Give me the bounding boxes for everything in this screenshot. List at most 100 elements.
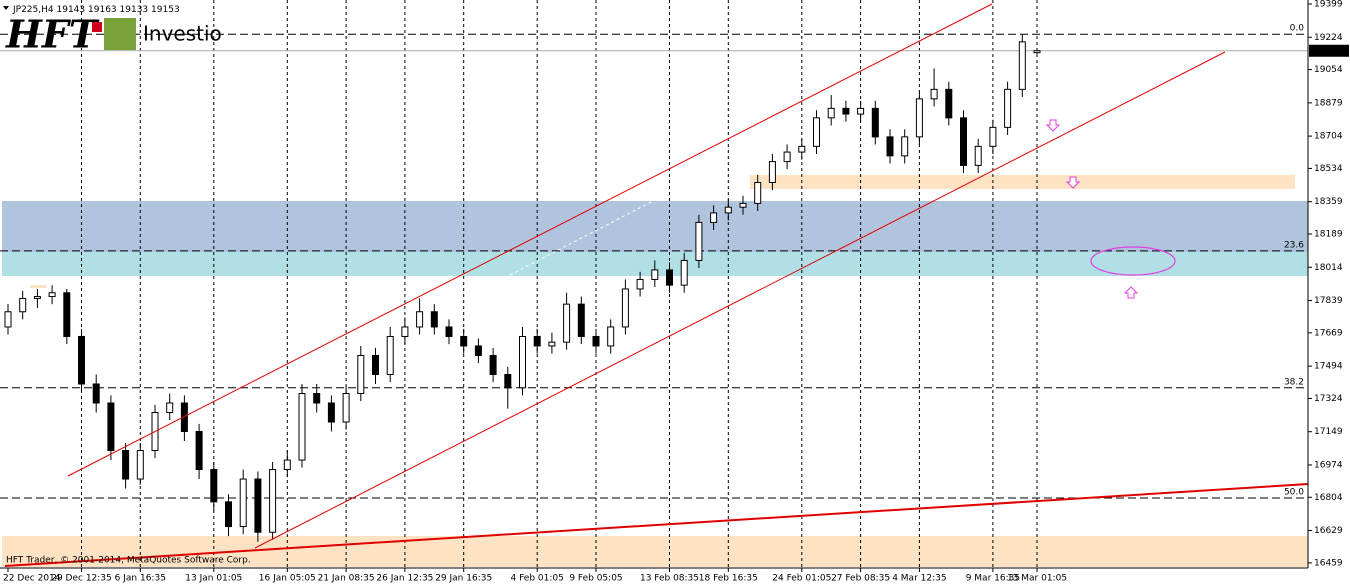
x-tick-label: 6 Jan 16:35 xyxy=(115,574,166,584)
candle-body xyxy=(180,402,188,433)
candle-body xyxy=(592,335,600,347)
y-tick-label: 18879 xyxy=(1314,98,1343,108)
y-tick-label: 18359 xyxy=(1314,197,1343,207)
candle-body xyxy=(607,326,615,347)
candle-body xyxy=(974,145,982,166)
candle-body xyxy=(254,478,262,533)
x-tick-label: 9 Mar 16:35 xyxy=(966,574,1020,584)
candle-body xyxy=(401,326,409,337)
grid: 0.0 23.6 38.2 50.0 xyxy=(0,0,1308,568)
candle-body xyxy=(666,269,673,286)
candle-body xyxy=(313,392,321,404)
x-tick-label: 16 Jan 05:05 xyxy=(259,574,316,584)
fib-label: 50.0 xyxy=(1284,488,1304,498)
candle-body xyxy=(842,107,850,115)
zone-orange xyxy=(750,175,1295,189)
candle-body xyxy=(754,181,762,204)
logo-square xyxy=(92,22,102,32)
ohlc-high: 19163 xyxy=(88,5,117,15)
candle-body xyxy=(342,392,350,423)
candle-body xyxy=(92,383,100,404)
candle-body xyxy=(19,297,27,313)
y-tick-label: 18189 xyxy=(1314,230,1343,240)
candle-body xyxy=(430,311,438,328)
y-tick-label: 17669 xyxy=(1314,328,1343,338)
candle-body xyxy=(739,202,747,208)
arrow-down xyxy=(1045,119,1061,132)
y-tick-label: 17494 xyxy=(1314,362,1343,372)
candle-body xyxy=(460,335,468,347)
candle-body xyxy=(563,303,571,343)
copyright: HFT Trader, © 2001-2014, MetaQuotes Soft… xyxy=(6,556,251,566)
zone-orange-small xyxy=(30,285,46,288)
x-tick-label: 22 Dec 2014 xyxy=(3,574,61,584)
candle-body xyxy=(930,88,938,100)
candle-body xyxy=(724,206,732,214)
candles xyxy=(4,34,1041,542)
candle-body xyxy=(48,292,56,298)
candle-body xyxy=(857,107,865,115)
candle-body xyxy=(915,98,923,138)
drawings xyxy=(4,3,1309,567)
fib-label: 38.2 xyxy=(1284,377,1304,387)
candle-body xyxy=(519,335,526,389)
x-tick-label: 13 Feb 08:35 xyxy=(640,574,699,584)
candle-body xyxy=(357,354,365,394)
x-tick-label: 13 Mar 01:05 xyxy=(1007,574,1067,584)
y-tick-label: 19224 xyxy=(1314,33,1343,43)
x-tick-label: 29 Jan 16:35 xyxy=(435,574,492,584)
arrow-down xyxy=(1065,176,1081,189)
candle-body xyxy=(695,221,703,261)
ohlc-low: 19133 xyxy=(120,5,149,15)
y-tick-label: 17149 xyxy=(1314,427,1343,437)
candle-body xyxy=(327,402,335,423)
x-tick-label: 18 Feb 16:35 xyxy=(699,574,758,584)
zone-blue xyxy=(2,201,1308,252)
candle-body xyxy=(1018,41,1026,90)
candle-body xyxy=(548,341,556,347)
x-tick-label: 21 Jan 08:35 xyxy=(318,574,375,584)
candle-body xyxy=(768,161,776,183)
candle-body xyxy=(813,117,820,147)
x-tick-label: 26 Jan 12:35 xyxy=(376,574,433,584)
candle-body xyxy=(827,107,835,119)
y-tick-label: 16629 xyxy=(1314,526,1343,536)
candle-body xyxy=(283,459,291,471)
candle-body xyxy=(269,469,277,533)
candle-body xyxy=(474,345,482,356)
menu-triangle[interactable] xyxy=(3,6,9,10)
candle-body xyxy=(225,501,232,528)
y-tick-label: 17324 xyxy=(1314,394,1343,404)
arrow-up xyxy=(1123,286,1139,299)
logo: HFT xyxy=(5,12,100,57)
candle-body xyxy=(63,292,71,337)
candle-body xyxy=(533,335,541,347)
y-tick-label: 19054 xyxy=(1314,65,1343,75)
candle-body xyxy=(4,311,12,328)
fib-label: 23.6 xyxy=(1284,240,1304,250)
last-price-label: 19153 xyxy=(1314,46,1343,56)
candle-body xyxy=(386,335,394,375)
channel-upper xyxy=(67,3,993,477)
candle-body xyxy=(33,296,41,299)
candle-body xyxy=(901,136,909,157)
y-tick-label: 16804 xyxy=(1314,493,1343,503)
ohlc-close: 19153 xyxy=(151,5,180,15)
candle-body xyxy=(871,107,879,138)
y-tick-label: 17839 xyxy=(1314,296,1343,306)
candle-body xyxy=(298,392,306,461)
trend-line xyxy=(4,483,1309,567)
candle-body xyxy=(372,354,379,375)
ellipse xyxy=(1090,246,1176,276)
candle-body xyxy=(577,303,585,337)
candle-body xyxy=(195,431,203,471)
logo-mark xyxy=(104,18,136,50)
y-tick-label: 19399 xyxy=(1314,0,1343,9)
candle-body xyxy=(210,469,218,503)
candle-body xyxy=(122,450,130,480)
x-tick-label: 9 Feb 05:05 xyxy=(569,574,622,584)
y-tick-label: 18534 xyxy=(1314,164,1343,174)
candle-body xyxy=(1004,88,1012,128)
candle-body xyxy=(78,335,85,385)
